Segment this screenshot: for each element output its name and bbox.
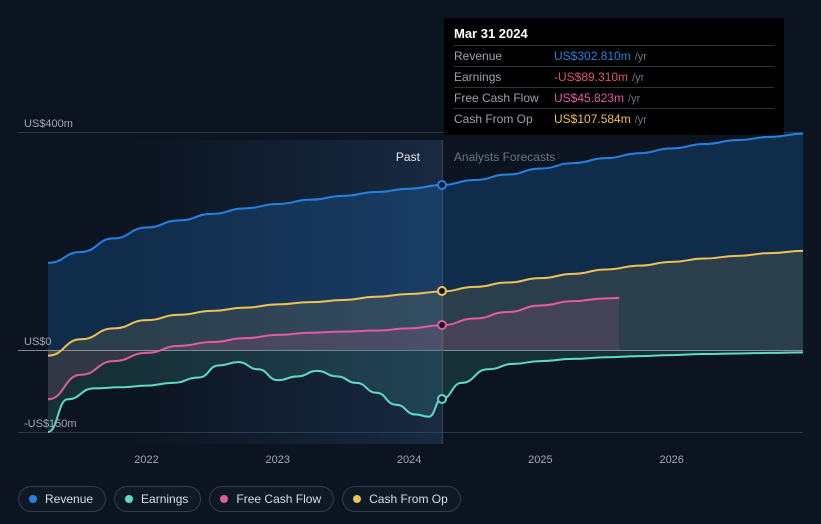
legend-label: Revenue (45, 492, 93, 506)
x-axis-label: 2025 (528, 454, 552, 466)
legend-label: Earnings (141, 492, 188, 506)
tooltip-row-unit: /yr (635, 51, 647, 63)
tooltip-row-value: US$107.584m (554, 112, 631, 126)
x-axis-label: 2026 (659, 454, 683, 466)
tooltip-row: Cash From OpUS$107.584m/yr (454, 108, 774, 129)
legend-item-cash-from-op[interactable]: Cash From Op (342, 486, 461, 512)
y-axis-label: US$0 (24, 336, 52, 348)
tooltip-row-label: Earnings (454, 70, 554, 84)
y-axis-label: -US$150m (24, 418, 77, 430)
legend-item-revenue[interactable]: Revenue (18, 486, 106, 512)
tooltip-row: RevenueUS$302.810m/yr (454, 45, 774, 66)
legend-item-free-cash-flow[interactable]: Free Cash Flow (209, 486, 334, 512)
legend-dot-icon (353, 495, 361, 503)
legend-dot-icon (29, 495, 37, 503)
tooltip-date: Mar 31 2024 (454, 26, 774, 45)
tooltip-row-label: Cash From Op (454, 112, 554, 126)
tooltip-row-unit: /yr (632, 72, 644, 84)
marker-revenue (437, 180, 447, 190)
tooltip-row-value: US$302.810m (554, 49, 631, 63)
tooltip-row-value: -US$89.310m (554, 70, 628, 84)
tooltip-row-unit: /yr (628, 93, 640, 105)
legend-label: Free Cash Flow (236, 492, 321, 506)
tooltip-row: Earnings-US$89.310m/yr (454, 66, 774, 87)
tooltip-row-label: Free Cash Flow (454, 91, 554, 105)
marker-cash_from_op (437, 286, 447, 296)
chart-legend: Revenue Earnings Free Cash Flow Cash From O… (18, 486, 461, 512)
tooltip-row-label: Revenue (454, 49, 554, 63)
x-axis-label: 2024 (397, 454, 421, 466)
legend-dot-icon (220, 495, 228, 503)
tooltip-row-unit: /yr (635, 114, 647, 126)
chart-tooltip: Mar 31 2024 RevenueUS$302.810m/yrEarning… (444, 18, 784, 135)
legend-item-earnings[interactable]: Earnings (114, 486, 201, 512)
x-axis-label: 2023 (266, 454, 290, 466)
y-axis-label: US$400m (24, 118, 73, 130)
series-area-earnings (48, 350, 803, 432)
x-axis-label: 2022 (134, 454, 158, 466)
tooltip-row: Free Cash FlowUS$45.823m/yr (454, 87, 774, 108)
marker-earnings (437, 394, 447, 404)
legend-dot-icon (125, 495, 133, 503)
legend-label: Cash From Op (369, 492, 448, 506)
tooltip-row-value: US$45.823m (554, 91, 624, 105)
marker-free_cash_flow (437, 320, 447, 330)
